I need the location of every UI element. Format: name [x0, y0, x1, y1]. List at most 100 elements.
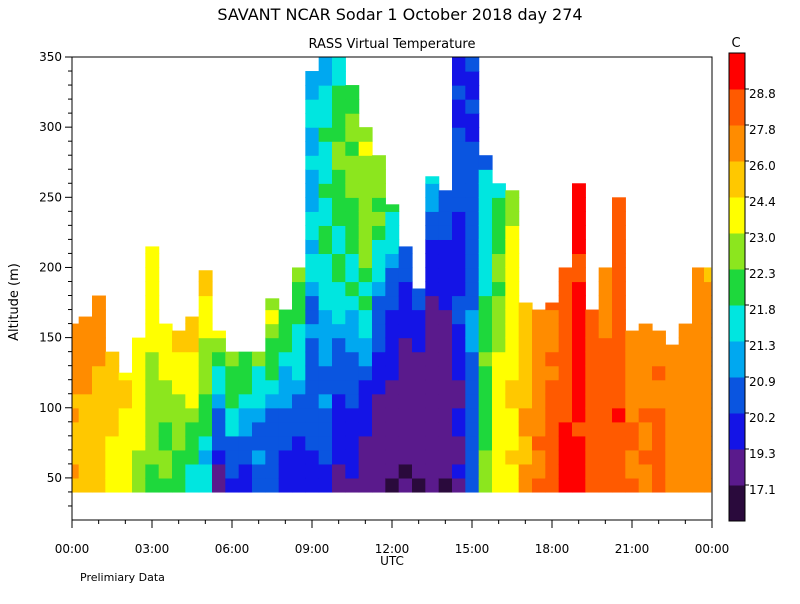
heatmap-cell: [158, 337, 173, 353]
heatmap-cell: [92, 407, 106, 423]
heatmap-cell: [105, 351, 120, 367]
heatmap-cell: [305, 365, 320, 381]
heatmap-cell: [652, 351, 666, 367]
heatmap-cell: [638, 365, 653, 381]
heatmap-cell: [505, 267, 520, 283]
heatmap-cell: [478, 267, 493, 283]
heatmap-cell: [558, 407, 573, 423]
heatmap-cell: [318, 71, 333, 86]
heatmap-cell: [145, 281, 160, 297]
heatmap-cell: [572, 477, 586, 493]
heatmap-cell: [638, 421, 653, 437]
heatmap-cell: [465, 267, 480, 283]
heatmap-cell: [452, 169, 466, 184]
heatmap-cell: [452, 337, 466, 353]
heatmap-cell: [598, 449, 613, 465]
heatmap-cell: [598, 463, 613, 479]
heatmap-cell: [572, 379, 586, 395]
heatmap-cell: [598, 379, 613, 395]
heatmap-cell: [625, 407, 640, 423]
heatmap-cell: [558, 463, 573, 479]
y-tick-label: 250: [39, 190, 62, 204]
heatmap-cell: [78, 477, 93, 493]
heatmap-cell: [452, 141, 466, 156]
heatmap-cell: [438, 379, 453, 395]
heatmap-cell: [305, 295, 320, 311]
heatmap-cell: [72, 323, 80, 339]
heatmap-cell: [612, 407, 626, 423]
heatmap-cell: [385, 309, 400, 325]
heatmap-cell: [318, 337, 333, 353]
heatmap-cell: [318, 113, 333, 128]
heatmap-cell: [398, 449, 413, 465]
heatmap-cell: [265, 323, 280, 339]
heatmap-cell: [332, 281, 346, 297]
heatmap-cell: [305, 85, 320, 100]
heatmap-cell: [692, 477, 705, 493]
heatmap-cell: [305, 183, 320, 198]
heatmap-cell: [438, 337, 453, 353]
heatmap-cell: [72, 449, 80, 465]
heatmap-cell: [345, 295, 360, 311]
heatmap-cell: [132, 449, 146, 465]
heatmap-cell: [198, 270, 213, 283]
heatmap-cell: [105, 435, 120, 451]
colorbar-frame: [728, 52, 746, 522]
heatmap-cell: [465, 57, 480, 72]
heatmap-cell: [185, 316, 200, 325]
colorbar-bin: [729, 413, 745, 450]
heatmap-cell: [704, 309, 712, 325]
heatmap-cell: [118, 372, 133, 381]
heatmap-cell: [292, 407, 306, 423]
heatmap-cell: [425, 183, 440, 198]
heatmap-cell: [372, 365, 386, 381]
heatmap-cell: [532, 477, 546, 493]
heatmap-cell: [425, 281, 440, 297]
colorbar-bin: [729, 125, 745, 162]
heatmap-cell: [438, 421, 453, 437]
heatmap-cell: [612, 211, 626, 226]
heatmap-cell: [678, 407, 693, 423]
heatmap-cell: [212, 407, 226, 423]
heatmap-cell: [345, 379, 360, 395]
heatmap-cell: [345, 477, 360, 493]
heatmap-cell: [292, 477, 306, 493]
colorbar-bin: [729, 377, 745, 414]
heatmap-cell: [638, 393, 653, 409]
heatmap-cell: [692, 449, 705, 465]
heatmap-cell: [78, 316, 93, 325]
heatmap-cell: [425, 197, 440, 212]
heatmap-cell: [678, 435, 693, 451]
heatmap-cell: [158, 435, 173, 451]
heatmap-cell: [612, 393, 626, 409]
heatmap-cell: [465, 379, 480, 395]
heatmap-cell: [452, 309, 466, 325]
colorbar-bin: [729, 269, 745, 306]
heatmap-cell: [385, 239, 400, 255]
heatmap-cell: [532, 365, 546, 381]
heatmap-cell: [172, 449, 186, 465]
heatmap-cell: [305, 337, 320, 353]
x-tick-label: 09:00: [295, 542, 330, 556]
heatmap-cell: [585, 449, 600, 465]
heatmap-cell: [385, 379, 400, 395]
heatmap-cell: [332, 113, 346, 128]
heatmap-cell: [198, 351, 213, 367]
heatmap-cell: [572, 365, 586, 381]
heatmap-cell: [72, 351, 80, 367]
heatmap-cell: [385, 267, 400, 283]
heatmap-cell: [398, 309, 413, 325]
heatmap-cell: [278, 407, 293, 423]
heatmap-cell: [238, 379, 253, 395]
heatmap-cell: [332, 183, 346, 198]
heatmap-cell: [598, 337, 613, 353]
heatmap-cell: [158, 421, 173, 437]
y-tick-label: 350: [39, 50, 62, 64]
heatmap-cell: [158, 365, 173, 381]
heatmap-cell: [572, 337, 586, 353]
heatmap-cell: [412, 365, 426, 381]
heatmap-cell: [465, 169, 480, 184]
heatmap-cell: [558, 421, 573, 437]
heatmap-cell: [145, 246, 160, 255]
heatmap-cell: [585, 309, 600, 325]
